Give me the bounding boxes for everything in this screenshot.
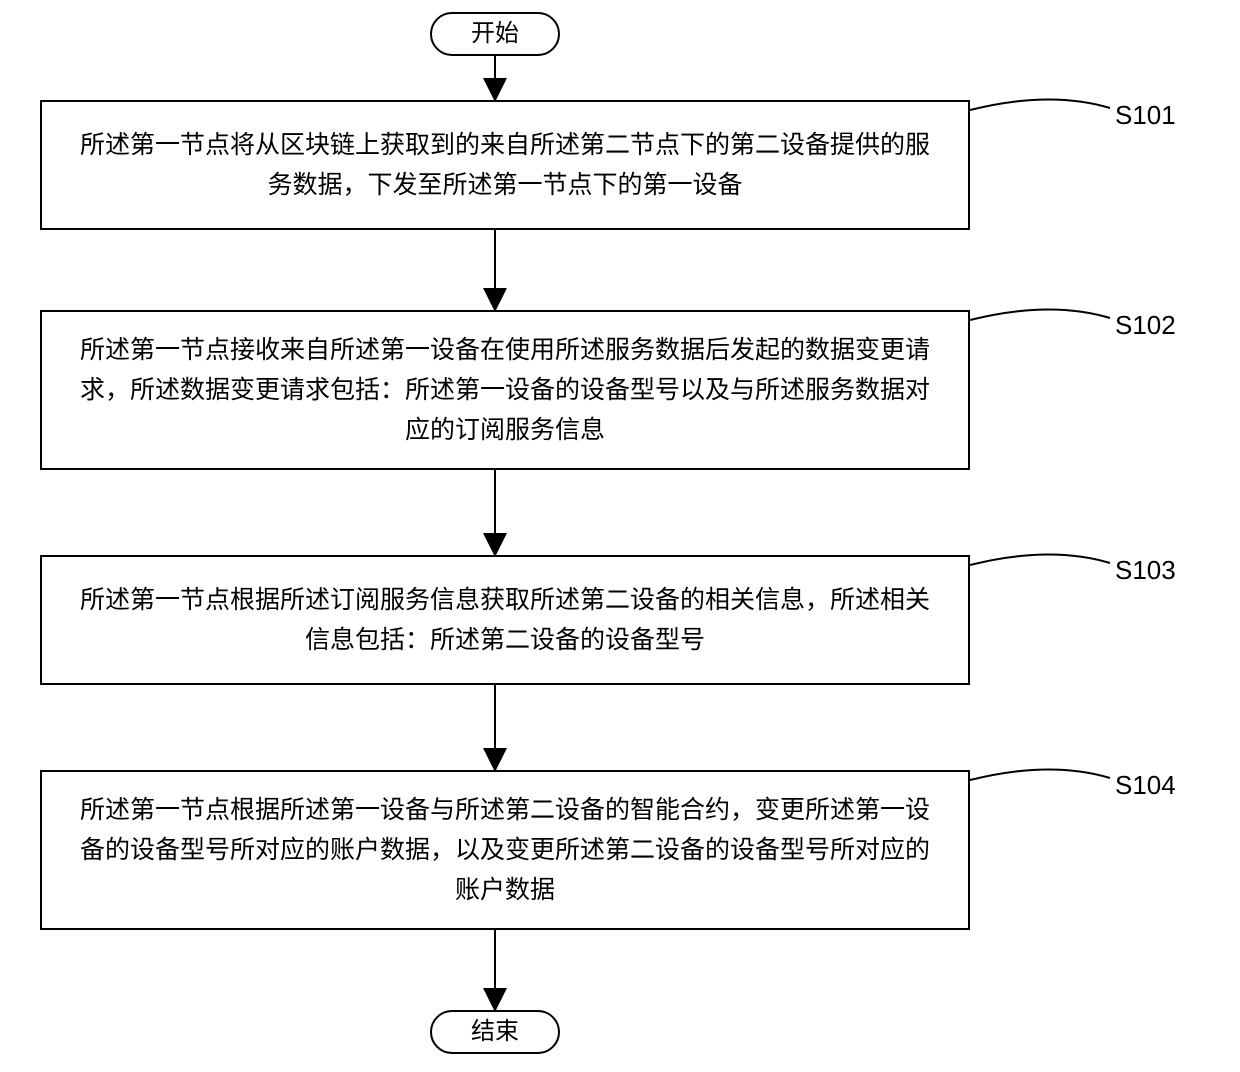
step-s103-box: 所述第一节点根据所述订阅服务信息获取所述第二设备的相关信息，所述相关信息包括：所… bbox=[40, 555, 970, 685]
callout-s104 bbox=[970, 769, 1110, 780]
step-s102-text: 所述第一节点接收来自所述第一设备在使用所述服务数据后发起的数据变更请求，所述数据… bbox=[72, 330, 938, 450]
step-s103-label: S103 bbox=[1115, 555, 1176, 586]
end-label: 结束 bbox=[471, 1020, 519, 1044]
step-s101-box: 所述第一节点将从区块链上获取到的来自所述第二节点下的第二设备提供的服务数据，下发… bbox=[40, 100, 970, 230]
step-s104-label: S104 bbox=[1115, 770, 1176, 801]
callout-s101 bbox=[970, 99, 1110, 110]
step-s102-box: 所述第一节点接收来自所述第一设备在使用所述服务数据后发起的数据变更请求，所述数据… bbox=[40, 310, 970, 470]
callout-s102 bbox=[970, 309, 1110, 320]
step-s102-label: S102 bbox=[1115, 310, 1176, 341]
step-s104-box: 所述第一节点根据所述第一设备与所述第二设备的智能合约，变更所述第一设备的设备型号… bbox=[40, 770, 970, 930]
start-terminal: 开始 bbox=[430, 12, 560, 56]
start-label: 开始 bbox=[471, 22, 519, 46]
end-terminal: 结束 bbox=[430, 1010, 560, 1054]
step-s101-label: S101 bbox=[1115, 100, 1176, 131]
step-s101-text: 所述第一节点将从区块链上获取到的来自所述第二节点下的第二设备提供的服务数据，下发… bbox=[72, 125, 938, 205]
callout-s103 bbox=[970, 554, 1110, 565]
step-s104-text: 所述第一节点根据所述第一设备与所述第二设备的智能合约，变更所述第一设备的设备型号… bbox=[72, 790, 938, 910]
step-s103-text: 所述第一节点根据所述订阅服务信息获取所述第二设备的相关信息，所述相关信息包括：所… bbox=[72, 580, 938, 660]
flowchart-container: 开始 所述第一节点将从区块链上获取到的来自所述第二节点下的第二设备提供的服务数据… bbox=[0, 0, 1240, 1072]
